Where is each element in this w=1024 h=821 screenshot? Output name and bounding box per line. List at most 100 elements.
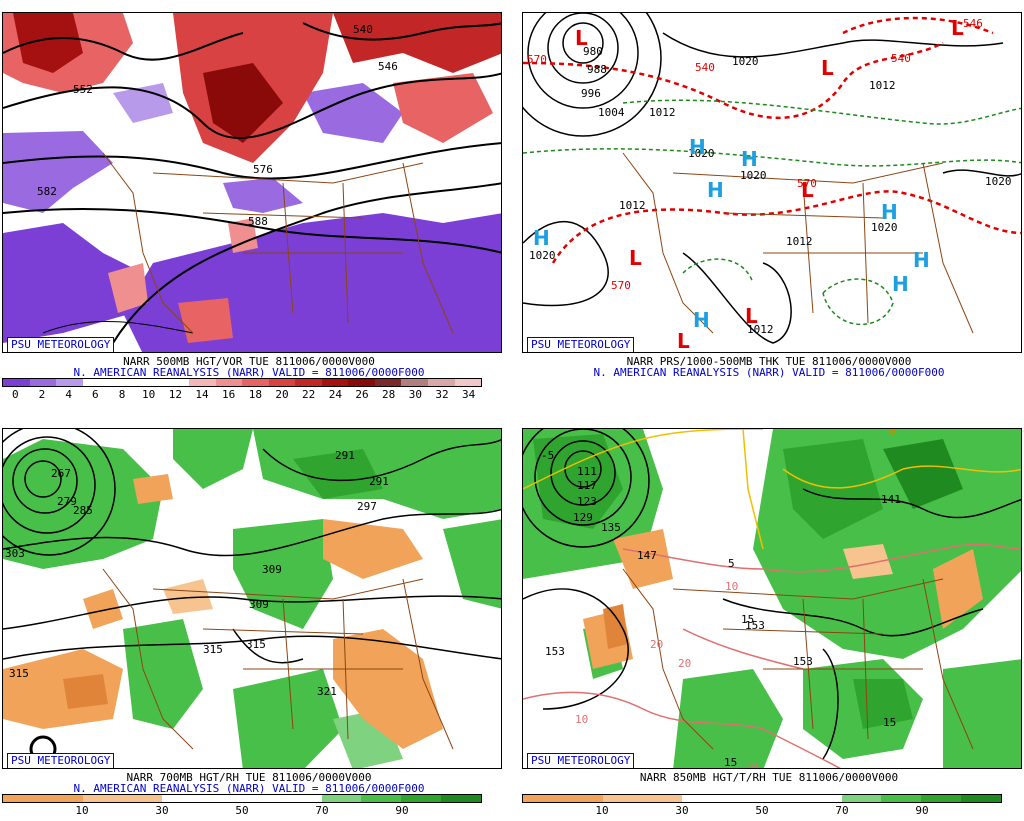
contour-label-315b: 315	[203, 643, 223, 656]
high-pressure-marker: H	[533, 226, 550, 250]
contour-label-123: 123	[577, 495, 597, 508]
colorbar-tick-label: 22	[302, 388, 316, 401]
colorbar-swatch	[42, 795, 83, 802]
thickness-label-540b: 540	[891, 52, 911, 65]
high-pressure-marker: H	[892, 272, 909, 296]
isobar-label-1012a: 1012	[649, 106, 676, 119]
vorticity-colorbar	[2, 378, 482, 387]
temp-label-15a: 15	[741, 613, 754, 626]
colorbar-tick-label: 12	[168, 388, 182, 401]
high-pressure-marker: H	[689, 135, 706, 159]
contour-label-576: 576	[253, 163, 273, 176]
isobar-label-1004: 1004	[598, 106, 625, 119]
colorbar-swatch	[401, 379, 428, 386]
psu-meteorology-badge: PSU METEOROLOGY	[7, 337, 115, 352]
rh-colorbar-ticks: 10 30 50 70 90	[522, 805, 1002, 817]
rh-colorbar-ticks: 10 30 50 70 90	[2, 805, 482, 817]
colorbar-swatch	[348, 379, 375, 386]
colorbar-swatch	[162, 379, 189, 386]
high-pressure-marker: H	[913, 248, 930, 272]
temp-label-10b: 10	[575, 713, 588, 726]
contour-label-153b: 153	[793, 655, 813, 668]
high-pressure-marker: H	[693, 308, 710, 332]
isobar-label-996: 996	[581, 87, 601, 100]
colorbar-swatch	[241, 795, 282, 802]
temp-label-20a: 20	[650, 638, 663, 651]
isobar-label-1012e: 1012	[869, 79, 896, 92]
contour-label-291a: 291	[335, 449, 355, 462]
colorbar-tick-label: 0	[12, 388, 19, 401]
contour-label-297: 297	[357, 500, 377, 513]
contour-label-546: 546	[378, 60, 398, 73]
colorbar-swatch	[162, 795, 203, 802]
colorbar-swatch	[215, 379, 243, 386]
colorbar-swatch	[135, 379, 163, 386]
rh-colorbar	[2, 794, 482, 803]
colorbar-swatch	[642, 795, 683, 802]
map-700mb: 267 279 285 291 291 297 303 309 309 315 …	[2, 428, 502, 769]
colorbar-tick-label: 30	[408, 388, 422, 401]
colorbar-swatch	[29, 379, 57, 386]
thickness-label-570a: 570	[527, 53, 547, 66]
map-850mb-canvas: -5 111 117 123 129 135 141 147 153 153 1…	[523, 429, 1021, 768]
low-pressure-marker: L	[745, 304, 758, 328]
colorbar-swatch	[761, 795, 802, 802]
colorbar-tick-label: 10	[142, 388, 156, 401]
isobar-label-1020f: 1020	[985, 175, 1012, 188]
colorbar-swatch	[242, 379, 269, 386]
isobar-label-1020a: 1020	[732, 55, 759, 68]
colorbar-swatch	[295, 379, 322, 386]
temp-label-10a: 10	[725, 580, 738, 593]
contour-label-315c: 315	[246, 638, 266, 651]
colorbar-swatch	[281, 795, 322, 802]
low-pressure-marker: L	[821, 56, 834, 80]
map-thickness: 980 988 996 1004 1012 1020 1020 1020 101…	[522, 12, 1022, 353]
colorbar-swatch	[961, 795, 1001, 802]
contour-label-267: 267	[51, 467, 71, 480]
colorbar-tick-label: 70	[315, 804, 329, 817]
psu-meteorology-badge: PSU METEOROLOGY	[7, 753, 115, 768]
panel-850mb-temp-rh: -5 111 117 123 129 135 141 147 153 153 1…	[520, 416, 1022, 821]
temp-label-20b: 20	[678, 657, 691, 670]
colorbar-tick-label: 90	[915, 804, 929, 817]
colorbar-swatch	[202, 795, 242, 802]
panel-500mb-vorticity: 546 582 576 588 552 540 PSU METEOROLOGY …	[0, 0, 502, 405]
contour-label-111: 111	[577, 465, 597, 478]
colorbar-tick-label: 28	[382, 388, 396, 401]
colorbar-tick-label: 24	[328, 388, 342, 401]
contour-label-588: 588	[248, 215, 268, 228]
temp-label-minus5: -5	[541, 449, 554, 462]
temp-label-0: 0	[889, 429, 896, 438]
colorbar-tick-label: 8	[118, 388, 126, 401]
thickness-label-570c: 570	[797, 177, 817, 190]
colorbar-tick-label: 50	[755, 804, 769, 817]
colorbar-tick-label: 70	[835, 804, 849, 817]
contour-label-279: 279	[57, 495, 77, 508]
map-500mb: 546 582 576 588 552 540 PSU METEOROLOGY	[2, 12, 502, 353]
colorbar-swatch	[401, 795, 442, 802]
high-pressure-marker: H	[707, 178, 724, 202]
rh-colorbar	[522, 794, 1002, 803]
contour-label-285: 285	[73, 504, 93, 517]
thickness-label-540a: 540	[695, 61, 715, 74]
colorbar-swatch	[321, 379, 349, 386]
colorbar-tick-label: 50	[235, 804, 249, 817]
colorbar-swatch	[602, 795, 643, 802]
isobar-label-1012d: 1012	[747, 323, 774, 336]
contour-label-135: 135	[601, 521, 621, 534]
colorbar-swatch	[682, 795, 723, 802]
colorbar-swatch	[82, 379, 110, 386]
contour-label-303: 303	[5, 547, 25, 560]
colorbar-swatch	[841, 795, 882, 802]
colorbar-swatch	[361, 795, 402, 802]
thickness-label-570b: 570	[611, 279, 631, 292]
colorbar-swatch	[562, 795, 603, 802]
isobar-label-1020b: 1020	[688, 147, 715, 160]
colorbar-tick-label: 34	[462, 388, 476, 401]
isobar-label-988: 988	[587, 63, 607, 76]
isobar-label-1012c: 1012	[786, 235, 813, 248]
panel-title: NARR 700MB HGT/RH TUE 811006/0000V000	[126, 771, 372, 784]
contour-label-291b: 291	[369, 475, 389, 488]
colorbar-tick-label: 30	[155, 804, 169, 817]
colorbar-swatch	[122, 795, 163, 802]
